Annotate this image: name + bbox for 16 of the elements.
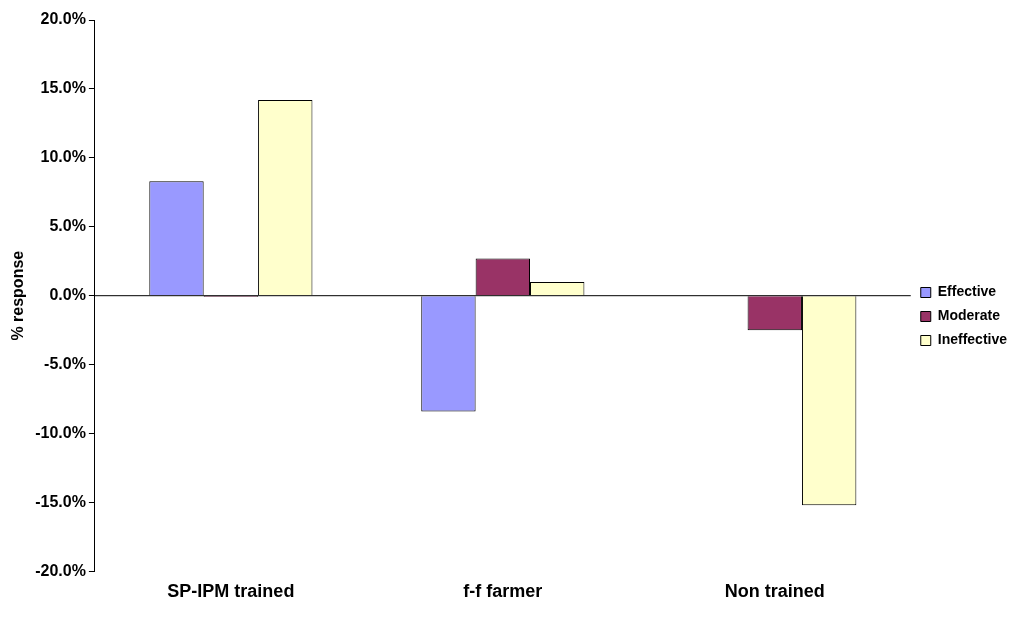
y-tick-label: 0.0% [49,286,86,304]
x-tick-label: SP-IPM trained [167,581,295,602]
x-tick-label: Non trained [724,581,825,602]
y-tick-label: 15.0% [40,79,86,97]
y-tick-label: 20.0% [40,10,86,28]
legend-label: Ineffective [937,331,1008,348]
y-tick-label: -10.0% [35,423,86,441]
legend-label: Effective [937,283,997,300]
x-tick-label: f-f farmer [463,581,543,602]
y-tick-label: -5.0% [44,355,86,373]
legend-label: Moderate [937,307,1001,324]
y-tick-label: -15.0% [35,492,86,510]
y-tick-label: 10.0% [40,148,86,166]
y-tick-label: -20.0% [35,561,86,579]
y-tick-label: 5.0% [49,217,86,235]
y-axis-title: % response [9,250,27,341]
